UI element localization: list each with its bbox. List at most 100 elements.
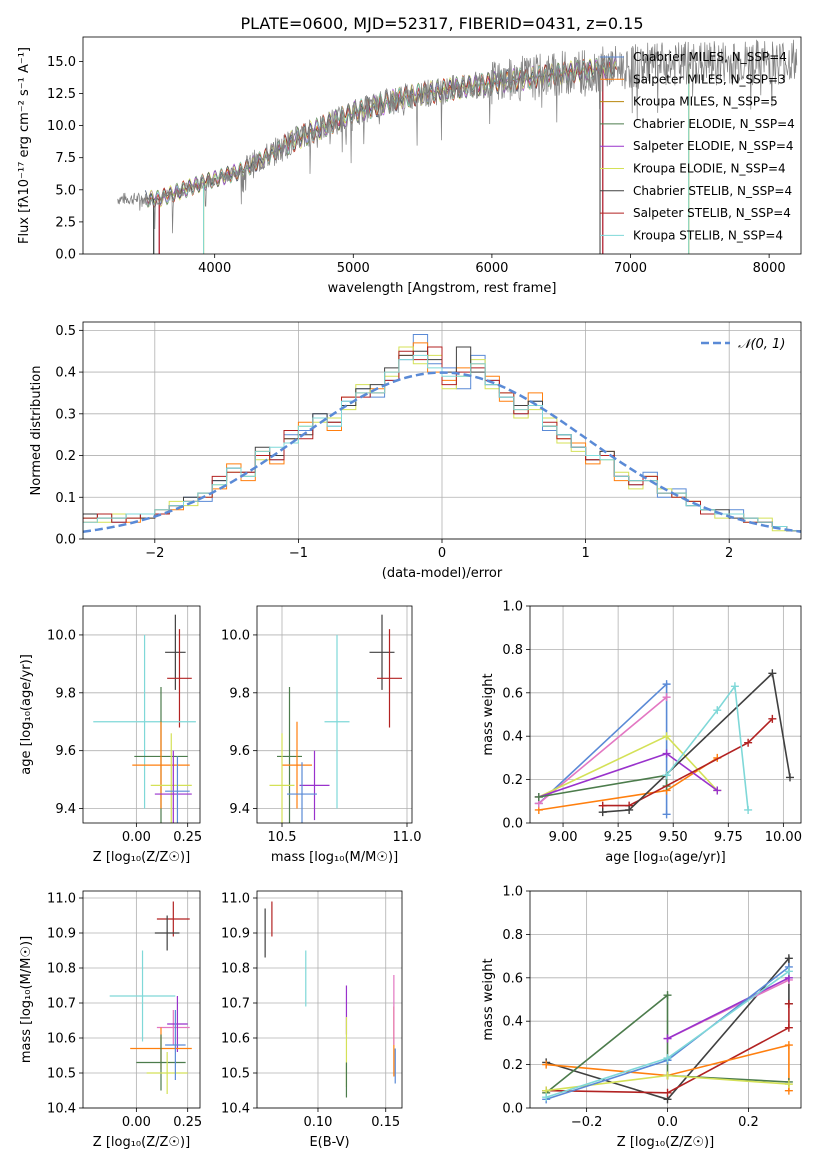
x-tick-label: 8000 xyxy=(753,261,786,276)
y-tick-label: 0.0 xyxy=(502,1102,523,1117)
panel-mass_vs_Z: 0.00 0.25 10.4 10.5 10.6 10.7 10.8 10.9 11.0 Z [l… xyxy=(19,890,202,1150)
x-tick-label: 0 xyxy=(438,546,446,561)
x-axis-label: (data-model)/error xyxy=(382,566,503,581)
legend-label: Kroupa ELODIE, N_SSP=4 xyxy=(633,162,786,176)
x-tick-label: 9.25 xyxy=(604,830,633,845)
y-tick-label: 11.0 xyxy=(221,892,250,907)
legend-label: Kroupa STELIB, N_SSP=4 xyxy=(633,228,783,242)
weight-line xyxy=(546,1044,790,1091)
x-tick-label: 9.75 xyxy=(714,830,743,845)
x-tick-label: −0.2 xyxy=(571,1115,603,1130)
x-tick-label: 5000 xyxy=(337,261,370,276)
legend: Chabrier MILES, N_SSP=4 Salpeter MILES, N… xyxy=(600,50,795,242)
y-tick-label: 0.0 xyxy=(55,533,76,548)
x-axis-label: Z [log₁₀(Z/Z☉)] xyxy=(93,1135,190,1150)
x-tick-label: −2 xyxy=(145,546,164,561)
y-tick-label: 10.7 xyxy=(221,997,250,1012)
y-tick-label: 0.8 xyxy=(502,928,523,943)
y-tick-label: 0.2 xyxy=(55,449,76,464)
weight-line xyxy=(538,696,668,805)
x-axis-label: Z [log₁₀(Z/Z☉)] xyxy=(617,1135,714,1150)
x-tick-label: 0.2 xyxy=(738,1115,759,1130)
plus-marker xyxy=(662,749,671,758)
plus-marker xyxy=(744,738,753,747)
axes-frame xyxy=(256,605,413,824)
y-axis-label: mass weight xyxy=(481,958,496,1040)
y-tick-label: 9.6 xyxy=(229,744,250,759)
errorbar-point xyxy=(109,950,176,1042)
y-tick-label: 0.4 xyxy=(502,730,523,745)
x-tick-label: 6000 xyxy=(475,261,508,276)
plus-marker xyxy=(663,1034,672,1043)
errorbar-point xyxy=(150,733,192,823)
plus-marker xyxy=(542,1093,551,1102)
axes-frame xyxy=(82,321,802,540)
errorbar-point xyxy=(146,1052,188,1094)
y-tick-label: 0.6 xyxy=(502,686,523,701)
y-tick-label: 12.5 xyxy=(47,87,76,102)
plus-marker xyxy=(625,805,634,814)
errorbar-point xyxy=(299,750,330,821)
x-tick-label: 0.25 xyxy=(173,830,202,845)
y-tick-label: 11.0 xyxy=(47,892,76,907)
errorbar-point xyxy=(324,634,350,809)
plus-marker xyxy=(784,1041,793,1050)
y-tick-label: 7.5 xyxy=(55,151,76,166)
x-tick-label: 11.0 xyxy=(393,830,422,845)
y-tick-label: 10.4 xyxy=(221,1102,250,1117)
x-axis-label: mass [log₁₀(M/M☉)] xyxy=(271,850,398,865)
y-tick-label: 2.5 xyxy=(55,215,76,230)
y-tick-label: 10.7 xyxy=(47,997,76,1012)
y-tick-label: 5.0 xyxy=(55,183,76,198)
errorbar-point xyxy=(156,1010,190,1045)
panel-mass_weight_vs_age: 9.00 9.25 9.50 9.75 10.00 0.0 0.2 0.4 0.6 0.8 1.0 a… xyxy=(481,600,802,866)
y-tick-label: 10.6 xyxy=(221,1032,250,1047)
axes-frame xyxy=(529,890,802,1109)
plot-area xyxy=(269,614,402,823)
plus-marker xyxy=(768,714,777,723)
y-tick-label: 10.4 xyxy=(47,1102,76,1117)
y-tick-label: 0.0 xyxy=(55,248,76,263)
y-tick-label: 1.0 xyxy=(502,600,523,615)
plot-area xyxy=(83,334,801,539)
plot-area xyxy=(534,669,794,819)
errorbar-point xyxy=(167,996,188,1052)
plot-area xyxy=(109,901,192,1094)
axes-frame xyxy=(82,890,201,1109)
y-tick-label: 10.8 xyxy=(221,962,250,977)
plus-marker xyxy=(784,1080,793,1089)
weight-line xyxy=(602,718,773,807)
plus-marker xyxy=(768,669,777,678)
errorbar-point xyxy=(154,915,180,951)
y-tick-label: 9.4 xyxy=(55,802,76,817)
y-tick-label: 9.4 xyxy=(229,802,250,817)
y-tick-label: 10.0 xyxy=(47,119,76,134)
legend-label: Chabrier ELODIE, N_SSP=4 xyxy=(633,117,795,131)
y-tick-label: 10.9 xyxy=(221,927,250,942)
y-tick-label: 0.6 xyxy=(502,971,523,986)
y-tick-label: 0.4 xyxy=(502,1015,523,1030)
plus-marker xyxy=(744,805,753,814)
y-tick-label: 0.1 xyxy=(55,491,76,506)
plus-marker xyxy=(730,682,739,691)
errorbar-point xyxy=(282,721,312,809)
plot-area xyxy=(93,614,196,823)
histogram-step xyxy=(83,354,801,539)
x-axis-label: age [log₁₀(age/yr)] xyxy=(605,850,726,865)
x-tick-label: 0.0 xyxy=(657,1115,678,1130)
plot-area xyxy=(117,39,798,254)
panel-age_vs_mass: 10.5 11.0 9.4 9.6 9.8 10.0 mass [log₁₀(M/M☉)] xyxy=(221,605,422,865)
y-tick-label: 10.6 xyxy=(47,1032,76,1047)
y-tick-label: 9.6 xyxy=(55,744,76,759)
y-tick-label: 0.0 xyxy=(502,817,523,832)
legend-label: Chabrier STELIB, N_SSP=4 xyxy=(633,184,792,198)
x-tick-label: 10.00 xyxy=(765,830,802,845)
x-axis-label: Z [log₁₀(Z/Z☉)] xyxy=(93,850,190,865)
y-tick-label: 0.2 xyxy=(502,773,523,788)
panel-mass_vs_EBV: 0.10 0.15 10.4 10.5 10.6 10.7 10.8 10.9 11.0 E(B-… xyxy=(221,890,403,1150)
axes-frame xyxy=(82,36,802,255)
y-tick-label: 0.8 xyxy=(502,643,523,658)
weight-line xyxy=(665,684,749,811)
axes-frame xyxy=(529,605,802,824)
